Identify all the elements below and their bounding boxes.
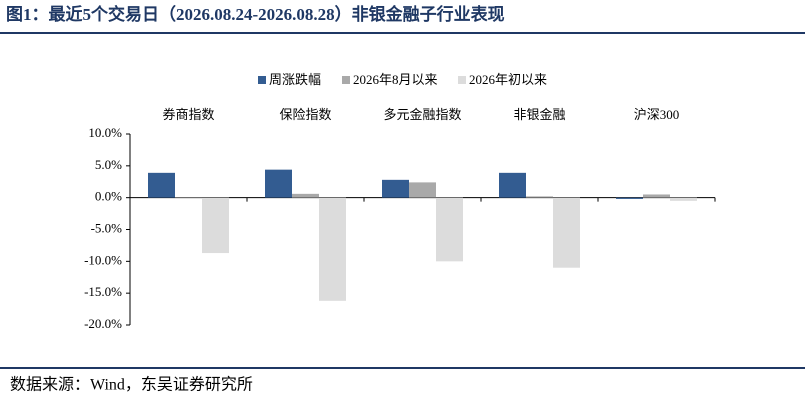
bar [499,172,526,198]
category-label: 保险指数 [279,107,331,122]
source-note: 数据来源：Wind，东吴证券研究所 [10,376,253,394]
bar [319,197,346,301]
bar [616,197,643,199]
chart-title: 图1：最近5个交易日（2026.08.24-2026.08.28）非银金融子行业… [6,4,505,24]
y-tick-label: -5.0% [91,220,123,235]
y-tick-label: 10.0% [88,125,122,140]
y-tick-label: -20.0% [84,316,122,331]
bar [436,197,463,262]
bar [382,179,409,198]
legend-swatch [258,76,266,84]
bar [148,172,175,198]
legend-label: 2026年初以来 [469,72,547,87]
legend-label: 周涨跌幅 [269,72,321,87]
category-label: 非银金融 [513,107,565,122]
bar [292,193,319,198]
legend-swatch [458,76,466,84]
category-label: 多元金融指数 [383,107,461,122]
category-label: 沪深300 [634,107,680,122]
y-tick-label: 0.0% [95,189,122,204]
bar [553,197,580,268]
bar [265,169,292,198]
bar [526,196,553,198]
bar [202,197,229,254]
legend-label: 2026年8月以来 [353,72,438,87]
bar [643,194,670,198]
y-tick-label: -15.0% [84,284,122,299]
y-tick-label: 5.0% [95,157,122,172]
legend-swatch [342,76,350,84]
bar [670,197,697,201]
bar [175,197,202,198]
category-label: 券商指数 [162,107,214,122]
bar [409,182,436,198]
y-tick-label: -10.0% [84,252,122,267]
